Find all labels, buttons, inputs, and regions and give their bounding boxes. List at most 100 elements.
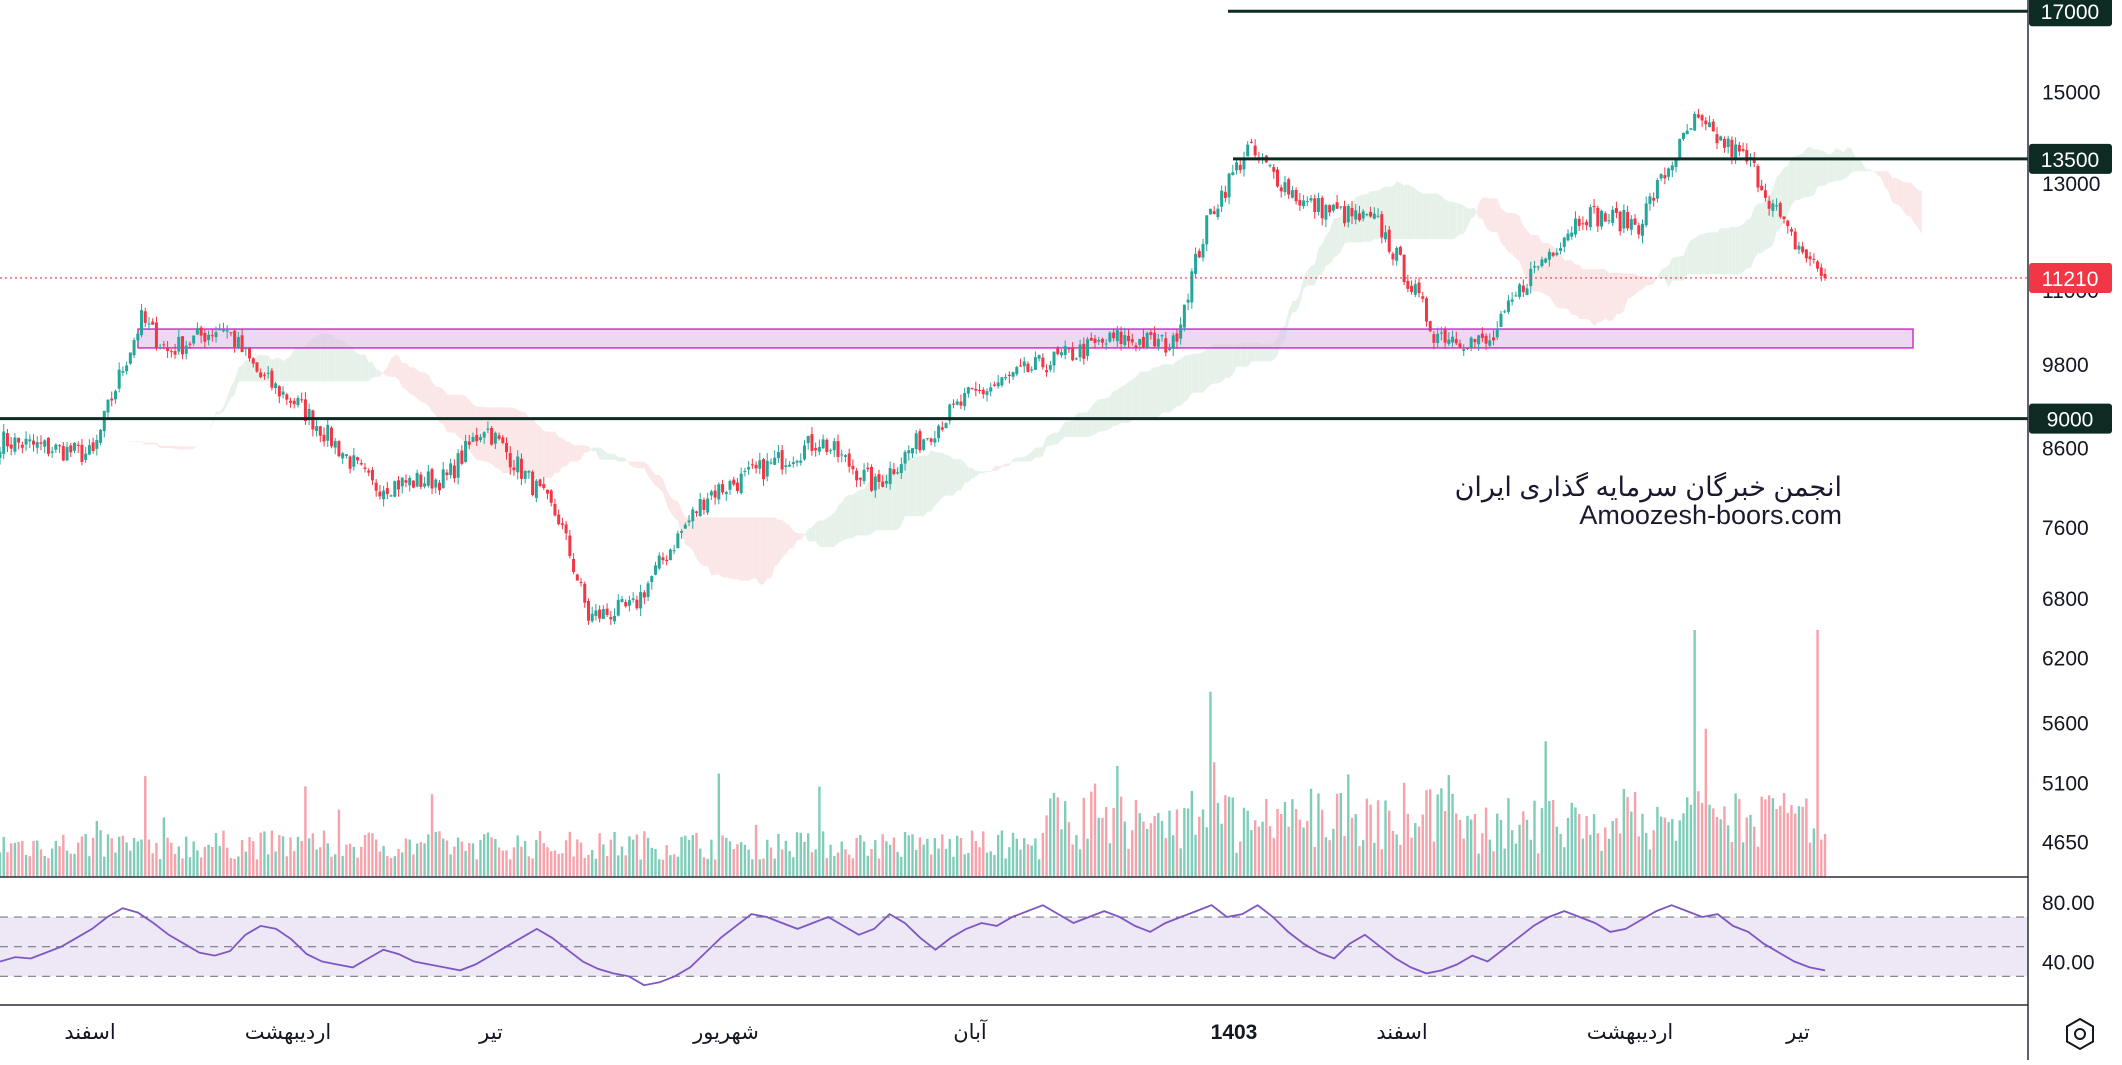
cloud-segment [1664,265,1669,289]
volume-bar [1168,810,1171,877]
time-axis[interactable]: اسفند اردیبهشت تیر شهریور آبان 1403 اسفند اردیب… [64,1019,1810,1044]
candle-body [1056,348,1060,355]
cloud-segment [1523,225,1528,279]
candle-body [892,469,896,475]
candle-body [888,468,892,484]
cloud-segment [1121,385,1125,423]
cloud-segment [1225,343,1230,378]
cloud-segment [227,386,231,405]
volume-bar [360,846,363,877]
candle-body [1048,364,1052,370]
candle-body [467,441,471,445]
volume-bar [967,853,970,877]
volume-bar [1566,818,1570,877]
cloud-segment [785,523,790,555]
candle-body [1514,295,1518,297]
volume-bar [684,835,687,877]
cloud-segment [383,367,388,376]
volume-bar [464,850,467,877]
candle-body [721,484,725,493]
volume-bar [1537,853,1540,877]
cloud-segment [417,369,421,402]
volume-bar [158,859,162,877]
candle-body [1331,204,1335,211]
volume-bar [1510,830,1514,877]
candle-body [1063,346,1067,355]
candle-body [1555,252,1559,256]
cloud-segment [1515,213,1520,262]
volume-bar [1734,793,1737,877]
volume-bar [1198,816,1201,877]
candle-body [1730,139,1734,158]
candle-body [534,480,538,498]
cloud-segment [346,343,351,382]
candle-body [851,465,855,470]
volume-bar [1712,808,1715,877]
candle-body [415,472,419,487]
candle-body [668,549,672,561]
volume-bar [952,856,955,877]
candle-body [546,489,549,494]
cloud-segment [1463,205,1468,235]
candle-body [1357,213,1361,221]
volume-histogram [0,630,1827,877]
candle-body [262,374,266,376]
settings-icon[interactable] [2066,1017,2094,1051]
cloud-segment [1203,348,1207,393]
candle-body [966,387,970,394]
candle-body [1406,280,1410,289]
cloud-segment [1054,432,1058,445]
cloud-segment [811,522,816,542]
candle-body [136,333,140,341]
candle-body [739,473,743,494]
volume-bar [784,840,788,877]
candle-body [836,441,840,457]
candle-body [1093,338,1097,343]
horizontal-levels[interactable] [0,9,2028,421]
cloud-segment [960,459,965,491]
volume-bar [613,831,616,877]
cloud-segment [845,494,850,540]
candle-body [769,462,773,464]
volume-bar [486,832,490,877]
cloud-segment [674,500,678,521]
volume-bar [717,773,721,877]
volume-bar [1052,792,1056,877]
cloud-segment [1288,301,1293,323]
cloud-segment [1847,147,1852,178]
volume-bar [1577,814,1581,877]
candle-body [1182,304,1186,328]
cloud-segment [994,466,999,472]
cloud-segment [1873,170,1878,175]
volume-bar [881,834,884,877]
volume-bar [1496,813,1499,877]
level-label-box [2029,0,2112,27]
candle-body [337,441,341,457]
cloud-segment [1296,293,1300,312]
volume-bar [427,834,430,877]
volume-bar [1026,844,1030,877]
volume-bar [658,859,661,877]
volume-bar [91,837,95,877]
candle-body [866,467,870,470]
candle-body [1566,233,1570,241]
volume-bar [859,835,862,877]
cloud-segment [446,394,451,433]
candle-body [1052,351,1056,366]
candle-body [750,464,754,466]
candle-body [531,471,535,495]
candlestick-series [0,108,1827,625]
candle-body [117,369,121,389]
candle-body [43,440,47,447]
volume-bar [1630,811,1633,877]
volume-bar [1581,838,1585,877]
cloud-segment [1199,352,1204,393]
volume-bar [222,830,225,877]
candle-body [1145,332,1149,348]
volume-bar [1663,817,1667,877]
candle-body [575,574,579,581]
cloud-segment [1441,196,1446,240]
candle-body [1216,208,1220,218]
